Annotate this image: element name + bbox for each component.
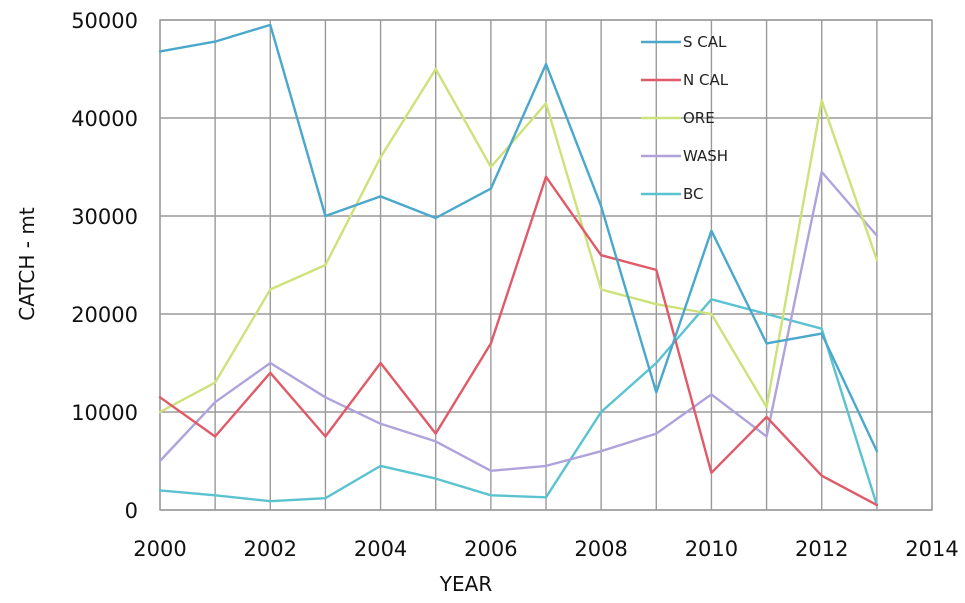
series-line-wash	[158, 170, 879, 472]
x-tick-label: 2002	[244, 537, 297, 561]
y-tick-label: 10000	[71, 401, 138, 425]
y-tick-label: 0	[125, 499, 138, 523]
series-layer	[158, 23, 879, 507]
x-tick-label: 2006	[464, 537, 517, 561]
tick-label-layer: 2000 2002 2004 2006 2008 2010 2012 2014 0 10000 20…	[71, 9, 959, 561]
x-tick-label: 2008	[574, 537, 627, 561]
x-tick-label: 2010	[685, 537, 738, 561]
y-tick-label: 50000	[71, 9, 138, 33]
x-tick-label: 2014	[905, 537, 958, 561]
legend-label-wash: WASH	[683, 147, 728, 165]
series-line-ore	[158, 67, 879, 414]
x-axis-title: YEAR	[439, 572, 493, 596]
series-line-s-cal	[158, 23, 879, 453]
series-line-n-cal	[158, 175, 879, 507]
x-tick-label: 2000	[133, 537, 186, 561]
x-tick-label: 2012	[795, 537, 848, 561]
legend-label-n-cal: N CAL	[683, 71, 729, 89]
legend-label-ore: ORE	[683, 109, 715, 127]
y-tick-label: 40000	[71, 107, 138, 131]
legend: S CAL N CAL ORE WASH BC	[641, 33, 729, 203]
legend-label-s-cal: S CAL	[683, 33, 727, 51]
x-tick-label: 2004	[354, 537, 407, 561]
y-tick-label: 20000	[71, 303, 138, 327]
series-line-bc	[158, 298, 879, 507]
legend-label-bc: BC	[683, 185, 704, 203]
y-axis-title: CATCH - mt	[15, 207, 39, 321]
y-tick-label: 30000	[71, 205, 138, 229]
